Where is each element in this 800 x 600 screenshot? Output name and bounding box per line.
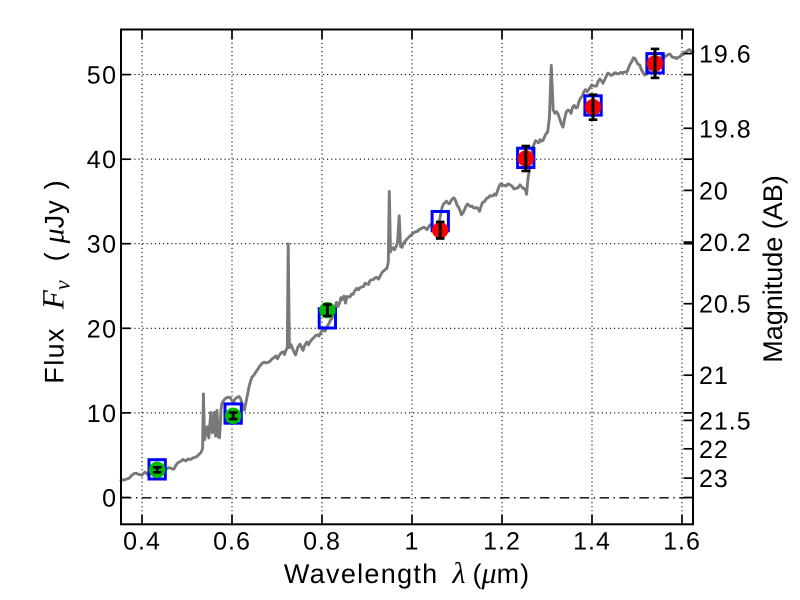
svg-text:1.6: 1.6 <box>663 528 701 556</box>
svg-text:Magnitude (AB): Magnitude (AB) <box>758 175 788 363</box>
svg-text:21.5: 21.5 <box>699 407 752 435</box>
svg-text:0.4: 0.4 <box>123 528 161 556</box>
svg-text:20.2: 20.2 <box>699 229 752 257</box>
svg-text:20: 20 <box>87 315 118 343</box>
svg-text:FluxFν(μJy): FluxFν(μJy) <box>36 180 75 383</box>
svg-text:19.6: 19.6 <box>699 41 752 69</box>
svg-text:0.6: 0.6 <box>213 528 251 556</box>
svg-text:1.4: 1.4 <box>573 528 611 556</box>
svg-text:20: 20 <box>699 177 729 205</box>
svg-text:1: 1 <box>405 528 420 556</box>
svg-text:0: 0 <box>102 485 117 513</box>
svg-text:0.8: 0.8 <box>303 528 341 556</box>
svg-text:23: 23 <box>699 465 729 493</box>
svg-text:20.5: 20.5 <box>699 291 752 319</box>
svg-text:22: 22 <box>699 436 729 464</box>
svg-text:40: 40 <box>87 146 118 174</box>
svg-text:19.8: 19.8 <box>699 115 752 143</box>
svg-text:50: 50 <box>87 62 118 90</box>
svg-text:10: 10 <box>87 400 118 428</box>
svg-text:21: 21 <box>699 362 729 390</box>
svg-text:1.2: 1.2 <box>483 528 521 556</box>
svg-text:30: 30 <box>87 231 118 259</box>
